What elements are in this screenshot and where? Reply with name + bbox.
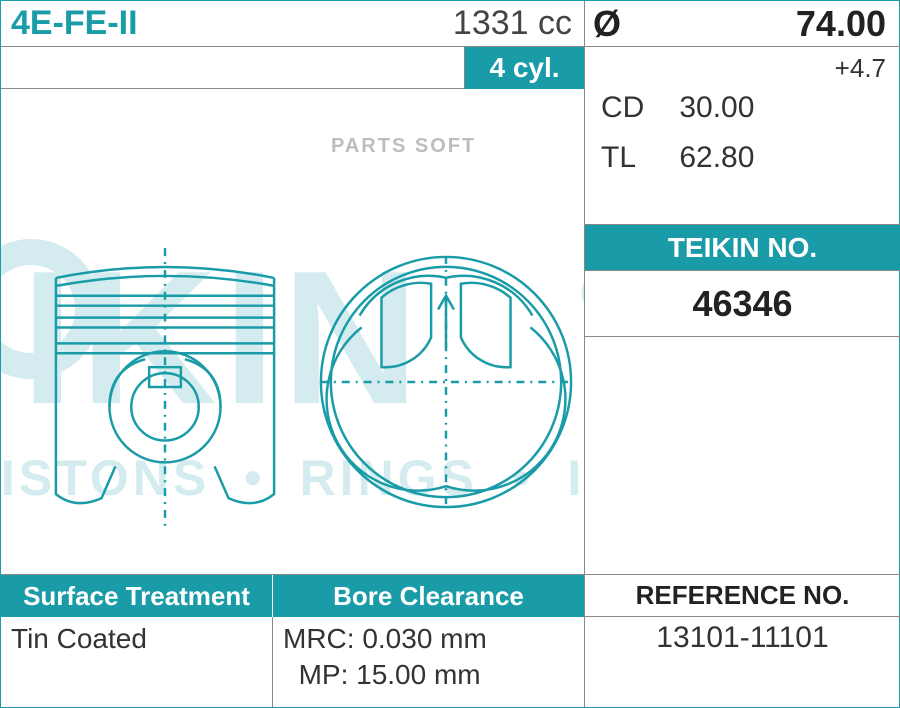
bore-mp-label: MP: bbox=[299, 659, 349, 690]
cd-row: CD 30.00 bbox=[601, 91, 754, 125]
bore-mp-value: 15.00 mm bbox=[356, 659, 481, 690]
watermark-parts-soft: PARTS SOFT bbox=[331, 135, 476, 158]
spec-card: 4E-FE-II 1331 cc 4 cyl. IKIN ® ISTONS • … bbox=[0, 0, 900, 708]
cylinder-row: 4 cyl. bbox=[1, 47, 584, 89]
header-row: 4E-FE-II 1331 cc bbox=[1, 1, 584, 47]
left-column: 4E-FE-II 1331 cc 4 cyl. IKIN ® ISTONS • … bbox=[1, 1, 585, 707]
cd-label: CD bbox=[601, 91, 671, 125]
cylinder-count: 4 cyl. bbox=[464, 47, 584, 89]
bore-mrc-value: 0.030 mm bbox=[362, 623, 487, 654]
teikin-no-header: TEIKIN NO. bbox=[585, 225, 900, 271]
bottom-table-body: Tin Coated MRC: 0.030 mm MP: 15.00 mm bbox=[1, 617, 584, 707]
diameter-symbol: Ø bbox=[593, 3, 621, 45]
diameter-row: Ø 74.00 bbox=[585, 1, 900, 47]
tl-value: 62.80 bbox=[679, 141, 754, 174]
piston-top-view-icon bbox=[311, 237, 581, 527]
spacer bbox=[585, 337, 900, 575]
diameter-value: 74.00 bbox=[796, 3, 886, 45]
reference-no-header: REFERENCE NO. bbox=[585, 575, 900, 617]
diagram-area: IKIN ® ISTONS • RINGS • INERS PARTS SOFT bbox=[1, 89, 584, 575]
cd-value: 30.00 bbox=[679, 91, 754, 124]
right-column: Ø 74.00 +4.7 CD 30.00 TL 62.80 TEIKIN NO… bbox=[585, 1, 900, 707]
bottom-table: Surface Treatment Bore Clearance Tin Coa… bbox=[1, 575, 584, 707]
tl-label: TL bbox=[601, 141, 671, 175]
bore-mrc-label: MRC: bbox=[283, 623, 355, 654]
bottom-table-header: Surface Treatment Bore Clearance bbox=[1, 575, 584, 617]
bore-mp: MP: 15.00 mm bbox=[283, 659, 574, 691]
engine-code: 4E-FE-II bbox=[11, 4, 138, 43]
piston-side-view-icon bbox=[45, 247, 285, 527]
bore-mrc: MRC: 0.030 mm bbox=[283, 623, 574, 655]
bore-clearance-values: MRC: 0.030 mm MP: 15.00 mm bbox=[273, 617, 584, 707]
displacement: 1331 cc bbox=[453, 4, 572, 43]
dimension-block: +4.7 CD 30.00 TL 62.80 bbox=[585, 47, 900, 225]
tl-row: TL 62.80 bbox=[601, 141, 754, 175]
col-bore-clearance: Bore Clearance bbox=[273, 575, 584, 617]
teikin-no-value: 46346 bbox=[585, 271, 900, 337]
surface-treatment-value: Tin Coated bbox=[1, 617, 273, 707]
oversize-value: +4.7 bbox=[835, 53, 886, 84]
col-surface-treatment: Surface Treatment bbox=[1, 575, 273, 617]
reference-no-value: 13101-11101 bbox=[585, 617, 900, 655]
